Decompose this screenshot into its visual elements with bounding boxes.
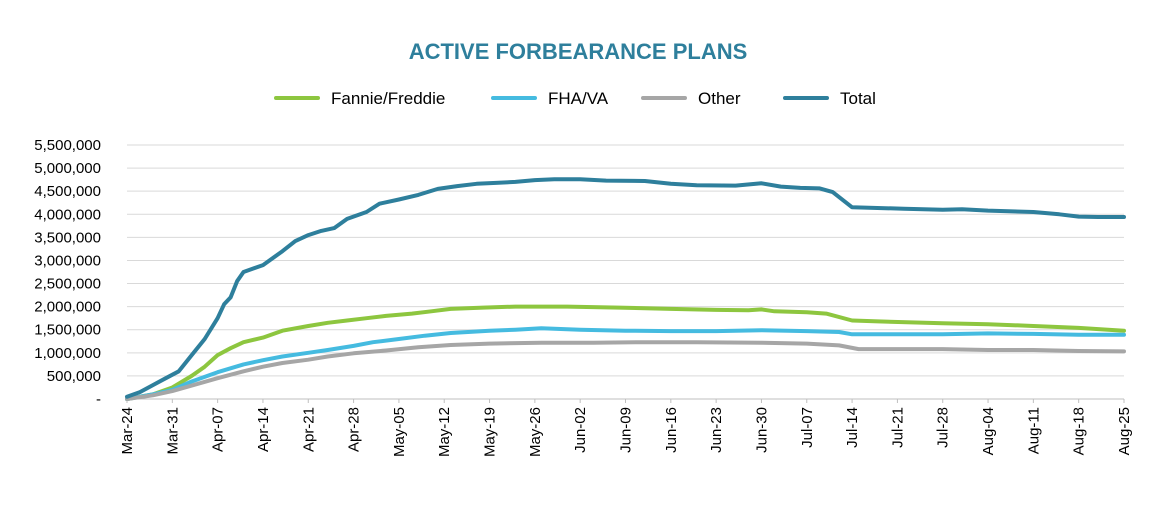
y-tick-label: -: [96, 391, 101, 408]
x-tick-label: Apr-14: [255, 407, 272, 452]
y-tick-label: 2,500,000: [34, 276, 101, 293]
x-tick-label: Jun-09: [618, 407, 635, 453]
x-tick-label: Apr-21: [300, 407, 317, 452]
y-axis: - 500,000 1,000,000 1,500,000 2,000,000 2,500…: [34, 137, 101, 408]
x-tick-label: Jun-16: [663, 407, 680, 453]
x-axis: Mar-24 Mar-31 Apr-07 Apr-14 Apr-21 Apr-28 May-…: [119, 398, 1133, 457]
series-line-total: [125, 177, 1126, 399]
series-lines: [125, 177, 1126, 401]
x-tick-label: Jul-14: [844, 407, 861, 448]
x-tick-label: Aug-18: [1071, 407, 1088, 455]
y-tick-label: 3,500,000: [34, 229, 101, 246]
x-tick-label: Mar-31: [164, 407, 181, 455]
x-tick-label: Aug-04: [980, 407, 997, 455]
x-tick-label: Mar-24: [119, 407, 136, 455]
x-tick-label: May-05: [391, 407, 408, 457]
x-tick-label: Jul-21: [889, 407, 906, 448]
x-tick-label: Aug-25: [1116, 407, 1133, 455]
series-line-fha-va: [125, 326, 1126, 401]
x-tick-label: May-19: [482, 407, 499, 457]
y-tick-label: 5,500,000: [34, 137, 101, 154]
legend: Fannie/Freddie FHA/VA Other Total: [274, 89, 876, 108]
x-tick-label: Apr-07: [210, 407, 227, 452]
series-line-other: [125, 340, 1126, 401]
x-tick-label: Jun-30: [753, 407, 770, 453]
y-tick-label: 1,500,000: [34, 322, 101, 339]
chart-title: ACTIVE FORBEARANCE PLANS: [409, 39, 748, 64]
x-tick-label: May-26: [527, 407, 544, 457]
x-tick-label: Jul-28: [935, 407, 952, 448]
legend-label-fannie-freddie: Fannie/Freddie: [331, 89, 445, 108]
x-tick-label: May-12: [436, 407, 453, 457]
x-tick-label: Jul-07: [799, 407, 816, 448]
legend-label-total: Total: [840, 89, 876, 108]
x-tick-label: Aug-11: [1025, 407, 1042, 454]
y-tick-label: 4,000,000: [34, 206, 101, 223]
x-tick-label: Jun-02: [572, 407, 589, 453]
x-tick-label: Jun-23: [708, 407, 725, 453]
series-line-fannie-freddie: [125, 304, 1126, 401]
y-tick-label: 3,000,000: [34, 252, 101, 269]
x-tick-label: Apr-28: [346, 407, 363, 452]
y-tick-label: 1,000,000: [34, 345, 101, 362]
y-tick-label: 2,000,000: [34, 299, 101, 316]
legend-label-fha-va: FHA/VA: [548, 89, 609, 108]
y-tick-label: 4,500,000: [34, 183, 101, 200]
y-tick-label: 500,000: [47, 368, 101, 385]
legend-label-other: Other: [698, 89, 741, 108]
y-tick-label: 5,000,000: [34, 160, 101, 177]
gridlines: [127, 144, 1124, 377]
